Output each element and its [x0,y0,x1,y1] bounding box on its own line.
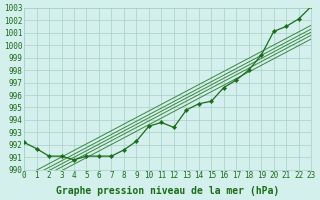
X-axis label: Graphe pression niveau de la mer (hPa): Graphe pression niveau de la mer (hPa) [56,186,279,196]
